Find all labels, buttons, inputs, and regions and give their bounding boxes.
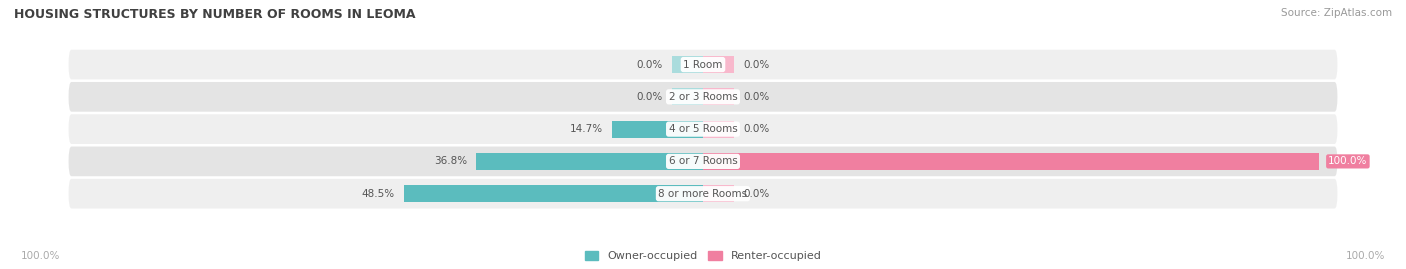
FancyBboxPatch shape (69, 114, 1337, 144)
Bar (405, 185, 703, 202)
Text: 14.7%: 14.7% (569, 124, 603, 134)
Text: 2 or 3 Rooms: 2 or 3 Rooms (669, 92, 737, 102)
Text: 100.0%: 100.0% (21, 250, 60, 261)
Text: Source: ZipAtlas.com: Source: ZipAtlas.com (1281, 8, 1392, 18)
Text: 0.0%: 0.0% (742, 124, 769, 134)
Bar (703, 185, 734, 202)
Text: 0.0%: 0.0% (742, 92, 769, 102)
Text: 4 or 5 Rooms: 4 or 5 Rooms (669, 124, 737, 134)
Text: 6 or 7 Rooms: 6 or 7 Rooms (669, 156, 737, 167)
FancyBboxPatch shape (69, 82, 1337, 112)
FancyBboxPatch shape (69, 179, 1337, 208)
Text: 100.0%: 100.0% (1346, 250, 1385, 261)
Bar (477, 153, 703, 170)
Bar (703, 153, 1319, 170)
FancyBboxPatch shape (69, 147, 1337, 176)
Text: 1 Room: 1 Room (683, 59, 723, 70)
FancyBboxPatch shape (69, 50, 1337, 79)
Bar (703, 121, 734, 137)
Bar (703, 56, 734, 73)
Text: 0.0%: 0.0% (742, 59, 769, 70)
Text: 48.5%: 48.5% (361, 189, 395, 199)
Bar (672, 89, 703, 105)
Text: 0.0%: 0.0% (637, 92, 664, 102)
Text: 100.0%: 100.0% (1329, 156, 1368, 167)
Text: 100.0%: 100.0% (1329, 156, 1368, 167)
Text: 36.8%: 36.8% (434, 156, 467, 167)
Text: 0.0%: 0.0% (637, 59, 664, 70)
Bar (703, 89, 734, 105)
Bar (613, 121, 703, 137)
Legend: Owner-occupied, Renter-occupied: Owner-occupied, Renter-occupied (581, 247, 825, 266)
Text: 8 or more Rooms: 8 or more Rooms (658, 189, 748, 199)
Text: HOUSING STRUCTURES BY NUMBER OF ROOMS IN LEOMA: HOUSING STRUCTURES BY NUMBER OF ROOMS IN… (14, 8, 416, 21)
Text: 0.0%: 0.0% (742, 189, 769, 199)
Bar (672, 56, 703, 73)
